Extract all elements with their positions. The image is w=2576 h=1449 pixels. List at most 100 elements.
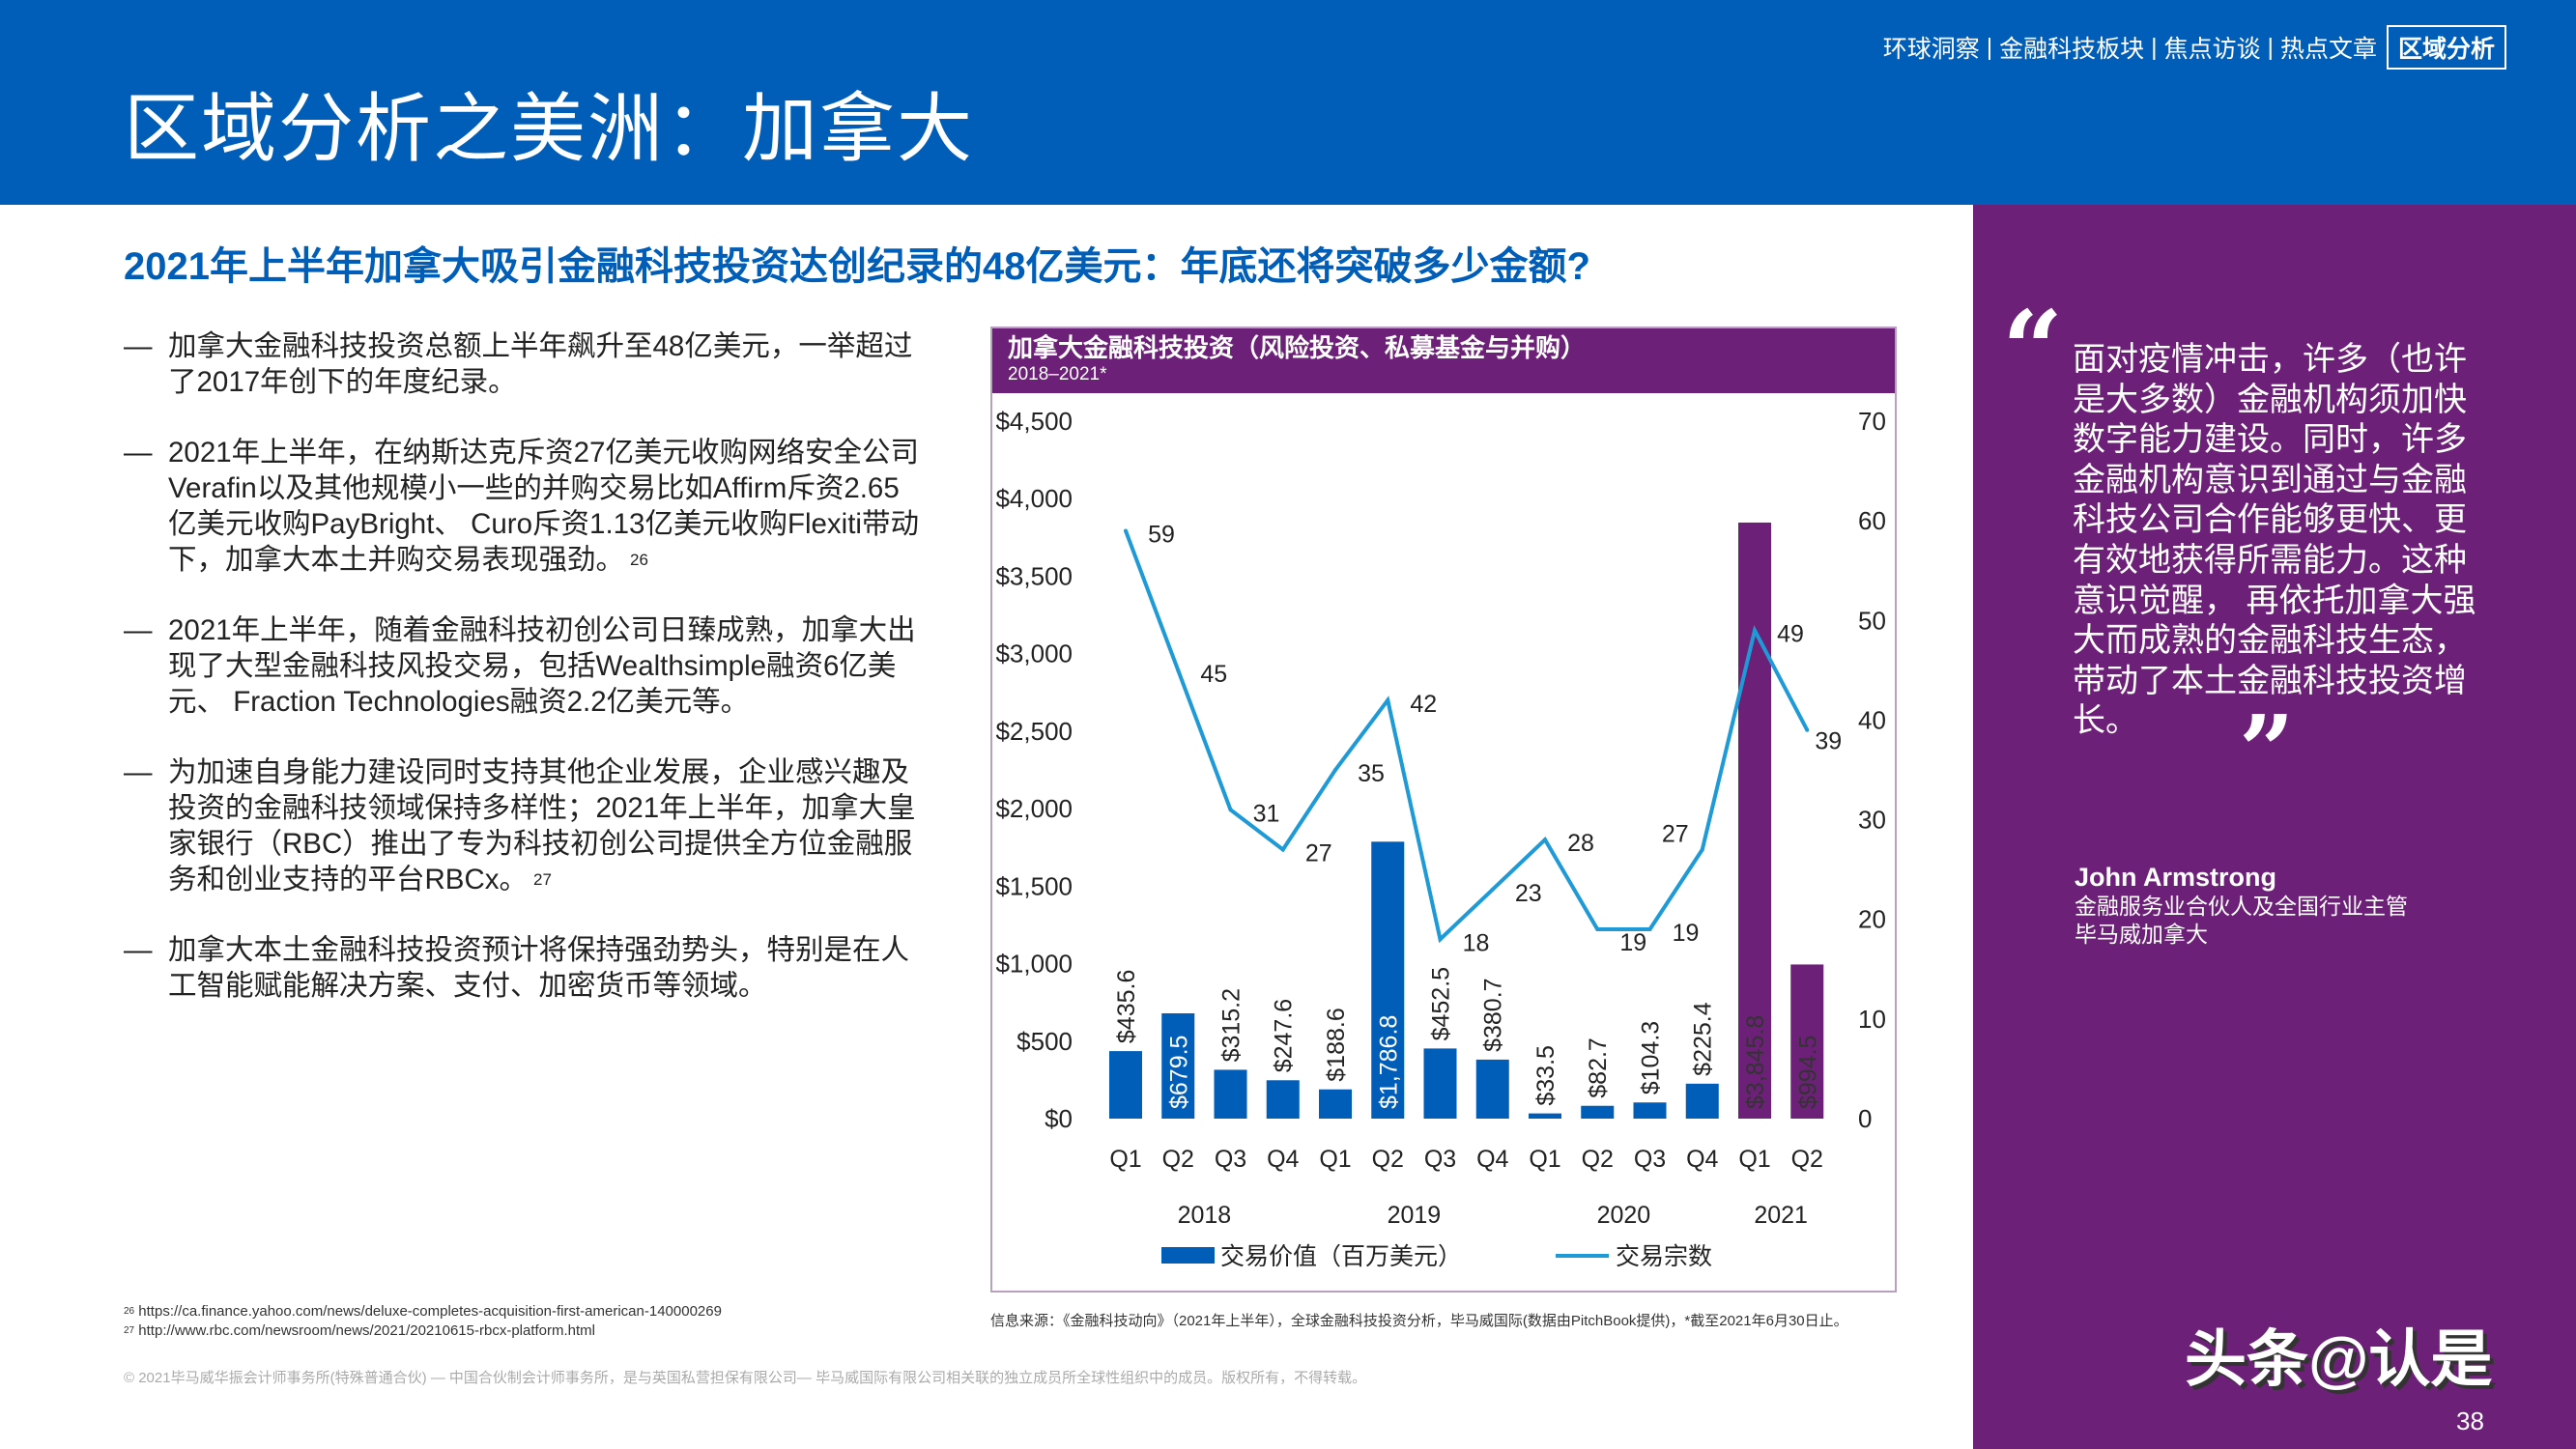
x-tick-label: Q1 bbox=[1738, 1146, 1770, 1173]
close-quote-icon: ” bbox=[2239, 694, 2295, 808]
footnote-link[interactable]: https://ca.finance.yahoo.com/news/deluxe… bbox=[138, 1303, 722, 1320]
bullet-body: 2021年上半年，随着金融科技初创公司日臻成熟，加拿大出现了大型金融科技风投交易… bbox=[168, 614, 916, 718]
quote-text: 面对疫情冲击，许多（也许是大多数）金融机构须加快数字能力建设。同时，许多金融机构… bbox=[2073, 341, 2476, 740]
y-left-tick-label: $4,000 bbox=[995, 484, 1073, 513]
line-point bbox=[1124, 528, 1128, 533]
page-number: 38 bbox=[2456, 1406, 2484, 1435]
bar bbox=[1738, 522, 1771, 1119]
header-bar: 区域分析之美洲：加拿大 环球洞察 | 金融科技板块 | 焦点访谈 | 热点文章 … bbox=[0, 0, 2576, 205]
dash-marker: — bbox=[124, 934, 153, 966]
line-point bbox=[1333, 768, 1337, 772]
bar bbox=[1266, 1080, 1300, 1119]
bullet-text: 加拿大本土金融科技投资预计将保持强劲势头，特别是在人工智能赋能解决方案、支付、加… bbox=[168, 932, 926, 1004]
copyright: © 2021毕马威华振会计师事务所(特殊普通合伙) — 中国合伙制会计师事务所，… bbox=[124, 1370, 1367, 1386]
line-point bbox=[1753, 628, 1757, 633]
bar bbox=[1161, 1012, 1195, 1119]
bullet-item: — 为加速自身能力建设同时支持其他企业发展，企业感兴趣及投资的金融科技领域保持多… bbox=[124, 754, 926, 897]
bar bbox=[1633, 1102, 1667, 1119]
line-value-label: 59 bbox=[1148, 521, 1175, 548]
line-point bbox=[1647, 927, 1652, 932]
bullet-item: — 2021年上半年，随着金融科技初创公司日臻成熟，加拿大出现了大型金融科技风投… bbox=[124, 612, 926, 720]
y-left-tick-label: $2,500 bbox=[995, 717, 1073, 746]
bar bbox=[1319, 1089, 1352, 1119]
line-value-label: 39 bbox=[1815, 728, 1842, 755]
line-value-label: 27 bbox=[1662, 821, 1689, 848]
bar-value-label: $380.7 bbox=[1480, 978, 1507, 1051]
line-value-label: 31 bbox=[1253, 800, 1280, 827]
top-nav: 环球洞察 | 金融科技板块 | 焦点访谈 | 热点文章 区域分析 bbox=[1883, 25, 2506, 70]
bullet-text: 为加速自身能力建设同时支持其他企业发展，企业感兴趣及投资的金融科技领域保持多样性… bbox=[168, 754, 926, 897]
bullet-item: — 加拿大金融科技投资总额上半年飙升至48亿美元，一举超过了2017年创下的年度… bbox=[124, 328, 926, 400]
nav-separator: | bbox=[2260, 33, 2280, 61]
nav-item-fintech-sector[interactable]: 金融科技板块 bbox=[1999, 36, 2145, 63]
y-right-tick-label: 10 bbox=[1858, 1005, 1886, 1034]
author-role: 金融服务业合伙人及全国行业主管 bbox=[2075, 894, 2408, 919]
bar-value-label: $3,845.8 bbox=[1742, 1015, 1769, 1109]
legend-line-label: 交易宗数 bbox=[1616, 1243, 1712, 1270]
deal-count-line bbox=[1124, 529, 1810, 944]
x-tick-label: Q3 bbox=[1215, 1146, 1246, 1173]
y-right-tick-label: 40 bbox=[1858, 705, 1886, 734]
bar bbox=[1371, 841, 1405, 1119]
open-quote-icon: “ bbox=[2002, 287, 2064, 412]
footnote-link[interactable]: http://www.rbc.com/newsroom/news/2021/20… bbox=[138, 1322, 596, 1339]
bar bbox=[1790, 964, 1824, 1119]
bar-value-label: $188.6 bbox=[1323, 1008, 1350, 1081]
bullet-body: 为加速自身能力建设同时支持其他企业发展，企业感兴趣及投资的金融科技领域保持多样性… bbox=[168, 756, 916, 895]
author-org: 毕马威加拿大 bbox=[2075, 922, 2208, 947]
chart-header: 加拿大金融科技投资（风险投资、私募基金与并购） 2018–2021* bbox=[992, 328, 1895, 393]
nav-item-regional-analysis[interactable]: 区域分析 bbox=[2386, 25, 2506, 70]
bar bbox=[1581, 1105, 1615, 1119]
nav-item-interviews[interactable]: 焦点访谈 bbox=[2163, 36, 2261, 63]
section-subtitle: 2021年上半年加拿大吸引金融科技投资达创纪录的48亿美元：年底还将突破多少金额… bbox=[124, 245, 1590, 288]
bar bbox=[1475, 1059, 1509, 1119]
y-right-tick-label: 70 bbox=[1858, 407, 1886, 436]
x-tick-label: Q3 bbox=[1424, 1146, 1456, 1173]
line-point bbox=[1438, 937, 1443, 942]
legend-bar-swatch bbox=[1161, 1247, 1215, 1264]
bar-value-label: $1,786.8 bbox=[1375, 1015, 1402, 1109]
x-tick-label: Q2 bbox=[1372, 1146, 1404, 1173]
bar-value-label: $247.6 bbox=[1271, 999, 1298, 1072]
footnote: 26 https://ca.finance.yahoo.com/news/del… bbox=[124, 1302, 722, 1321]
line-value-label: 49 bbox=[1777, 621, 1804, 648]
line-value-label: 42 bbox=[1410, 691, 1437, 718]
bar bbox=[1685, 1083, 1719, 1119]
x-tick-label: Q1 bbox=[1319, 1146, 1351, 1173]
footnotes: 26 https://ca.finance.yahoo.com/news/del… bbox=[124, 1302, 722, 1341]
bar-value-label: $679.5 bbox=[1165, 1036, 1192, 1109]
line-point bbox=[1700, 847, 1704, 852]
quote-author: John Armstrong 金融服务业合伙人及全国行业主管 毕马威加拿大 bbox=[2075, 862, 2408, 949]
source-note: 信息来源：《金融科技动向》（2021年上半年），全球金融科技投资分析，毕马威国际… bbox=[990, 1313, 1848, 1329]
dash-marker: — bbox=[124, 437, 153, 469]
line-value-label: 19 bbox=[1673, 920, 1700, 947]
line-value-label: 18 bbox=[1463, 929, 1490, 956]
watermark: 头条@认是 bbox=[2185, 1324, 2493, 1394]
y-right-tick-label: 20 bbox=[1858, 905, 1886, 934]
bullet-text: 2021年上半年，随着金融科技初创公司日臻成熟，加拿大出现了大型金融科技风投交易… bbox=[168, 612, 926, 720]
bullet-item: — 加拿大本土金融科技投资预计将保持强劲势头，特别是在人工智能赋能解决方案、支付… bbox=[124, 932, 926, 1004]
bar-value-label: $82.7 bbox=[1585, 1037, 1612, 1098]
line-value-label: 45 bbox=[1200, 661, 1227, 688]
y-left-tick-label: $3,000 bbox=[995, 639, 1073, 668]
bullet-item: — 2021年上半年，在纳斯达克斥资27亿美元收购网络安全公司Verafin以及… bbox=[124, 435, 926, 578]
chart-title: 加拿大金融科技投资（风险投资、私募基金与并购） bbox=[1008, 333, 1587, 362]
nav-item-global-insight[interactable]: 环球洞察 bbox=[1882, 36, 1980, 63]
chart-panel: $0 $500 $1,000 $1,500 $2,000 $2,500 $3,000 $3,5… bbox=[990, 327, 1897, 1293]
y-left-tick-label: $0 bbox=[1045, 1104, 1073, 1133]
year-label: 2018 bbox=[1178, 1202, 1232, 1229]
bullet-body: 加拿大金融科技投资总额上半年飙升至48亿美元，一举超过了2017年创下的年度纪录… bbox=[168, 330, 913, 398]
bar-value-label: $994.5 bbox=[1794, 1036, 1821, 1109]
dash-marker: — bbox=[124, 330, 153, 362]
footnote: 27 http://www.rbc.com/newsroom/news/2021… bbox=[124, 1321, 722, 1341]
y-right-tick-label: 50 bbox=[1858, 606, 1886, 635]
y-right-tick-label: 0 bbox=[1858, 1104, 1872, 1133]
author-name: John Armstrong bbox=[2075, 863, 2276, 892]
line-point bbox=[1543, 838, 1547, 842]
quote-panel: “ 面对疫情冲击，许多（也许是大多数）金融机构须加快数字能力建设。同时，许多金融… bbox=[1973, 205, 2576, 1449]
footnote-number: 26 bbox=[124, 1306, 135, 1317]
nav-item-hot-articles[interactable]: 热点文章 bbox=[2279, 36, 2377, 63]
line-value-label: 35 bbox=[1358, 760, 1385, 787]
bar bbox=[1423, 1048, 1457, 1119]
dash-marker: — bbox=[124, 614, 153, 646]
